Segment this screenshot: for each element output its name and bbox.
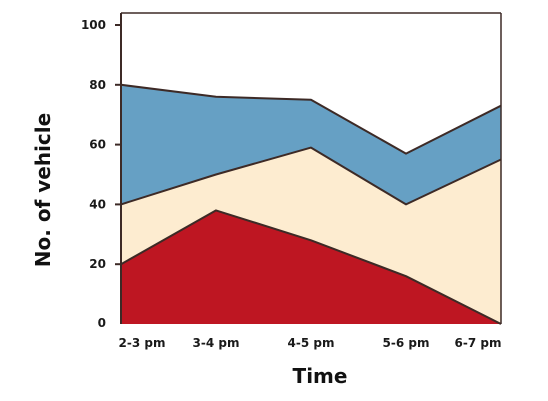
y-axis-ticks: 0 20 40 60 80 100: [81, 18, 121, 330]
series-outline-3: [120, 83, 502, 155]
area-layer-2: [121, 147, 501, 324]
x-tick-label: 2-3 pm: [119, 336, 166, 350]
y-tick-label: 80: [89, 78, 106, 92]
x-tick-label: 4-5 pm: [288, 336, 335, 350]
series-outline-2: [120, 146, 502, 206]
x-tick-label: 5-6 pm: [383, 336, 430, 350]
x-tick-label: 6-7 pm: [455, 336, 502, 350]
y-tick-label: 40: [89, 197, 106, 211]
area-layers: [121, 84, 501, 324]
y-tick-label: 60: [89, 138, 106, 152]
series-outlines: [120, 83, 502, 325]
y-axis-title: No. of vehicle: [31, 113, 55, 267]
axes: [120, 12, 502, 324]
x-axis-title: Time: [293, 364, 348, 388]
x-tick-label: 3-4 pm: [193, 336, 240, 350]
y-tick-label: 100: [81, 18, 106, 32]
y-tick-label: 20: [89, 257, 106, 271]
y-tick-label: 0: [98, 316, 106, 330]
x-axis-ticks: 2-3 pm 3-4 pm 4-5 pm 5-6 pm 6-7 pm: [119, 336, 502, 350]
series-outline-1: [120, 209, 502, 325]
area-layer-1: [121, 210, 501, 324]
